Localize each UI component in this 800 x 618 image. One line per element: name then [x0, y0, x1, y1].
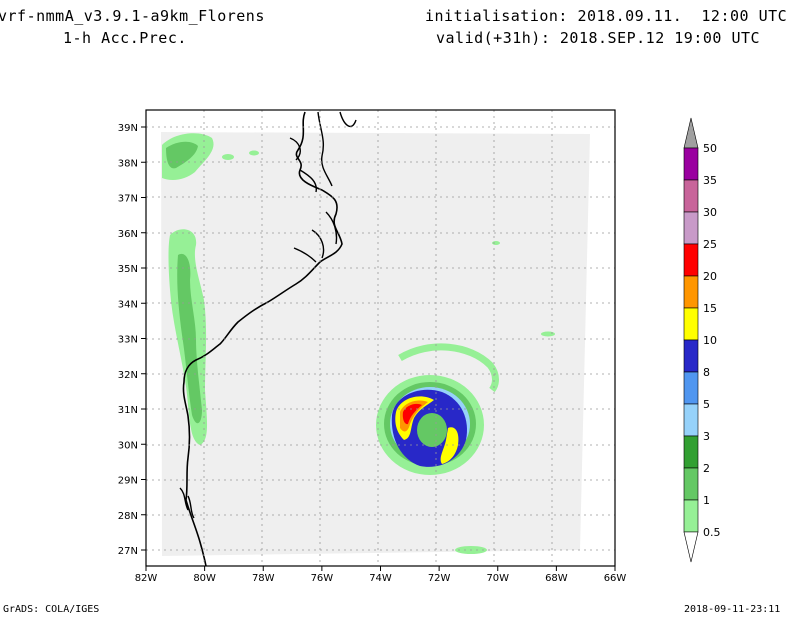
colorbar-label: 2 [703, 462, 710, 475]
colorbar-segment [683, 371, 699, 405]
colorbar-segment [683, 339, 699, 373]
precip-speck [492, 241, 500, 245]
colorbar-segment [683, 179, 699, 213]
lat-tick-label: 36N [118, 229, 138, 240]
colorbar-segment [683, 499, 699, 533]
lon-axis: 82W 80W 78W 76W 74W 72W 70W 68W 66W [135, 566, 627, 584]
colorbar-label: 5 [703, 398, 710, 411]
field-title: 1-h Acc.Prec. [63, 29, 187, 47]
colorbar: 50 35 30 25 20 15 10 8 5 3 2 1 0.5 [683, 117, 721, 563]
lat-tick-label: 38N [118, 158, 138, 169]
colorbar-label: 1 [703, 494, 710, 507]
colorbar-label: 25 [703, 238, 717, 251]
lon-tick-label: 68W [545, 573, 568, 584]
init-time: initialisation: 2018.09.11. 12:00 UTC [425, 7, 788, 25]
colorbar-label: 8 [703, 366, 710, 379]
colorbar-segment [683, 435, 699, 469]
precip-north-patch-inner [166, 141, 198, 169]
colorbar-label: 15 [703, 302, 717, 315]
lon-tick-label: 78W [252, 573, 275, 584]
colorbar-segment [683, 275, 699, 309]
lat-tick-label: 35N [118, 264, 138, 275]
lat-tick-label: 28N [118, 511, 138, 522]
lat-tick-label: 39N [118, 123, 138, 134]
colorbar-segment [683, 467, 699, 501]
florida-inlet [179, 487, 195, 519]
colorbar-segment [683, 243, 699, 277]
chesapeake-shore [289, 111, 357, 193]
lon-tick-label: 72W [428, 573, 451, 584]
colorbar-label: 30 [703, 206, 717, 219]
colorbar-under-arrow [683, 531, 699, 563]
precip-eye [417, 413, 447, 447]
colorbar-label: 20 [703, 270, 717, 283]
colorbar-over-arrow [683, 117, 699, 149]
coastline [182, 111, 343, 567]
lat-tick-label: 30N [118, 440, 138, 451]
colorbar-label: 35 [703, 174, 717, 187]
lon-tick-label: 70W [486, 573, 509, 584]
lat-tick-label: 33N [118, 335, 138, 346]
colorbar-label: 0.5 [703, 526, 721, 539]
precip-speck [541, 331, 555, 337]
lat-tick-label: 37N [118, 194, 138, 205]
lat-tick-label: 27N [118, 546, 138, 557]
lat-tick-label: 31N [118, 405, 138, 416]
outer-banks [293, 211, 338, 263]
graticule [146, 110, 615, 566]
model-title: vrf-nmmA_v3.9.1-a9km_Florens [0, 7, 265, 25]
precip-outer-band [398, 343, 499, 393]
colorbar-segment [683, 147, 699, 181]
lon-tick-label: 76W [311, 573, 334, 584]
lon-tick-label: 80W [193, 573, 216, 584]
lon-tick-label: 66W [604, 573, 627, 584]
valid-time: valid(+31h): 2018.SEP.12 19:00 UTC [436, 29, 761, 47]
precip-shading [162, 133, 555, 554]
precip-north-speck [222, 154, 234, 160]
lon-tick-label: 74W [369, 573, 392, 584]
lon-tick-label: 82W [135, 573, 158, 584]
colorbar-label: 50 [703, 142, 717, 155]
colorbar-segment [683, 211, 699, 245]
colorbar-label: 10 [703, 334, 717, 347]
lat-tick-label: 34N [118, 299, 138, 310]
precip-coastal-band-inner [177, 253, 202, 424]
precip-speck [249, 150, 259, 156]
footer-timestamp: 2018-09-11-23:11 [684, 604, 781, 615]
lat-axis: 39N 38N 37N 36N 35N 34N 33N 32N 31N 30N 29N 28N 27N [118, 123, 146, 557]
lat-tick-label: 29N [118, 476, 138, 487]
lat-tick-label: 32N [118, 370, 138, 381]
footer-credit: GrADS: COLA/IGES [3, 604, 100, 615]
colorbar-segment [683, 403, 699, 437]
precip-core-15-east [440, 427, 459, 464]
colorbar-label: 3 [703, 430, 710, 443]
colorbar-segment [683, 307, 699, 341]
model-domain [161, 132, 590, 556]
